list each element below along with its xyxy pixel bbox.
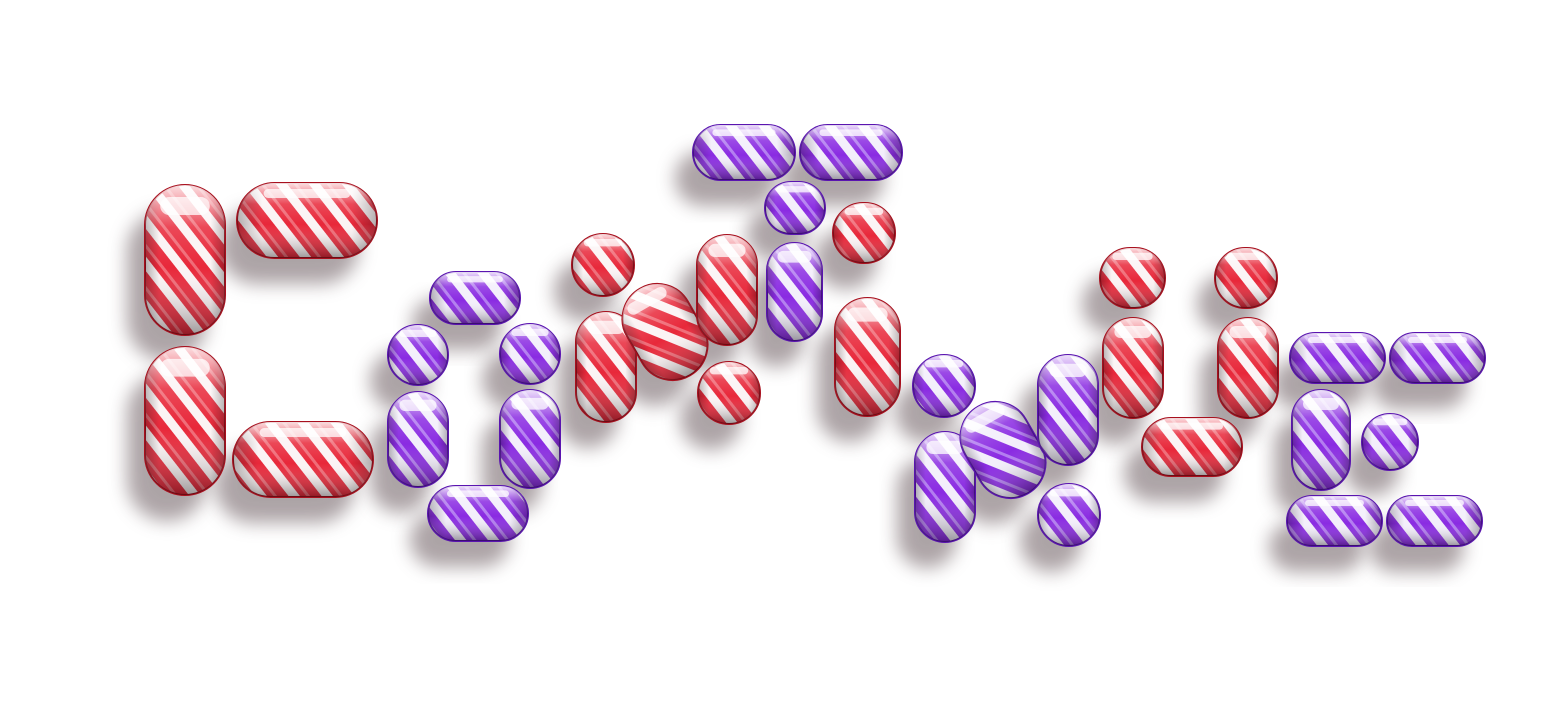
- letter-n-3-candy-segment: [697, 361, 761, 425]
- letter-c-1-candy-segment: [236, 182, 378, 259]
- letter-e-8-candy-segment: [1289, 332, 1386, 384]
- letter-o-2-candy-segment: [429, 271, 521, 325]
- letter-t-4-candy-segment: [799, 124, 903, 181]
- letter-u-7-candy-segment: [1141, 417, 1243, 477]
- letter-u-7-candy-segment: [1102, 317, 1164, 419]
- letter-n-6-candy-segment: [912, 354, 976, 418]
- letter-t-4-candy-segment: [766, 242, 823, 342]
- letter-e-8-candy-segment: [1286, 495, 1383, 547]
- letter-c-1-candy-segment: [144, 184, 226, 336]
- letter-e-8-candy-segment: [1361, 413, 1419, 471]
- letter-o-2-candy-segment: [499, 389, 561, 489]
- letter-n-3-candy-segment: [575, 311, 637, 423]
- letter-n-3-candy-segment: [621, 283, 709, 381]
- letter-o-2-candy-segment: [387, 324, 449, 386]
- letter-o-2-candy-segment: [427, 485, 529, 542]
- letter-c-1-candy-segment: [232, 421, 374, 498]
- letter-c-1-candy-segment: [144, 346, 226, 496]
- letter-n-6-candy-segment: [1037, 354, 1099, 466]
- letter-n-6-candy-segment: [1037, 483, 1101, 547]
- letter-u-7-candy-segment: [1217, 317, 1279, 419]
- letter-n-3-candy-segment: [696, 234, 758, 346]
- letter-e-8-candy-segment: [1389, 332, 1486, 384]
- letter-e-8-candy-segment: [1386, 495, 1483, 547]
- candy-letters: [144, 124, 1486, 547]
- letter-e-8-candy-segment: [1291, 389, 1351, 491]
- letter-t-4-candy-segment: [764, 181, 826, 235]
- letter-o-2-candy-segment: [499, 323, 561, 385]
- letter-u-7-candy-segment: [1214, 247, 1278, 309]
- letter-n-6-candy-segment: [914, 431, 976, 543]
- letter-i-5-candy-segment: [834, 297, 901, 417]
- letter-n-6-candy-segment: [959, 401, 1047, 499]
- letter-u-7-candy-segment: [1099, 247, 1166, 309]
- letter-i-5-candy-segment: [832, 202, 896, 264]
- letter-n-3-candy-segment: [571, 233, 635, 297]
- letter-t-4-candy-segment: [692, 124, 796, 181]
- letter-o-2-candy-segment: [387, 391, 449, 488]
